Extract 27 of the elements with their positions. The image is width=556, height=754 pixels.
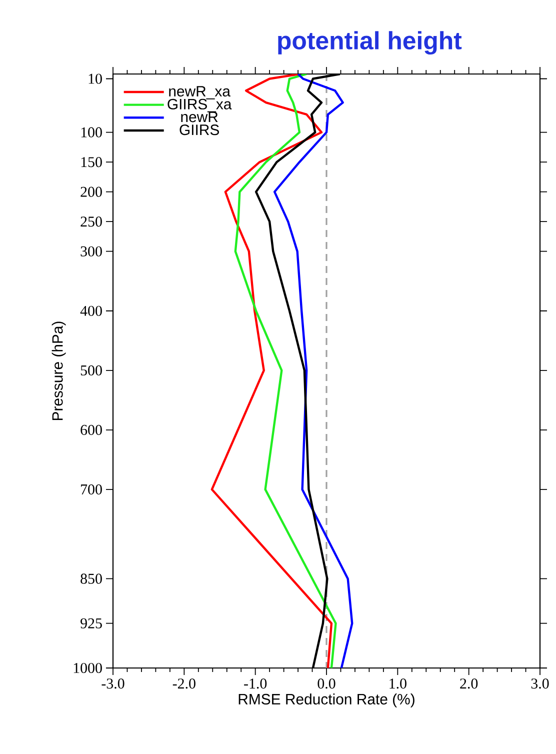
x-tick-label: -3.0: [102, 678, 124, 689]
x-axis-title: RMSE Reduction Rate (%): [238, 694, 414, 708]
y-tick-label: 100: [81, 127, 102, 138]
y-tick-label: 850: [80, 574, 102, 584]
y-tick-label: 250: [80, 216, 102, 227]
y-axis-title: Pressure (hPa): [52, 322, 66, 420]
x-tick-label: 0.0: [318, 678, 336, 689]
y-tick-label: 600: [80, 424, 102, 435]
x-tick-label: -2.0: [172, 678, 196, 689]
y-tick-label: 200: [80, 186, 102, 197]
x-tick-label: 1.0: [390, 678, 406, 689]
y-tick-label: 925: [80, 618, 102, 628]
y-tick-label: 700: [81, 484, 102, 494]
y-tick-label: 1000: [74, 662, 102, 674]
y-tick-label: 150: [81, 157, 102, 168]
y-tick-label: 500: [80, 365, 102, 376]
legend-label: GIIRS_xa: [168, 98, 232, 112]
x-tick-label: 2.0: [460, 678, 478, 689]
chart-title: potential height: [278, 31, 462, 54]
y-tick-label: 10: [88, 74, 102, 84]
y-tick-label: 300: [80, 246, 102, 256]
legend-label: newR: [181, 112, 218, 122]
legend-label: GIIRS: [180, 124, 219, 136]
x-tick-label: -1.0: [244, 678, 267, 689]
legend-label: newR_xa: [169, 86, 230, 100]
x-tick-label: 3.0: [531, 678, 549, 689]
y-tick-label: 400: [80, 306, 102, 316]
